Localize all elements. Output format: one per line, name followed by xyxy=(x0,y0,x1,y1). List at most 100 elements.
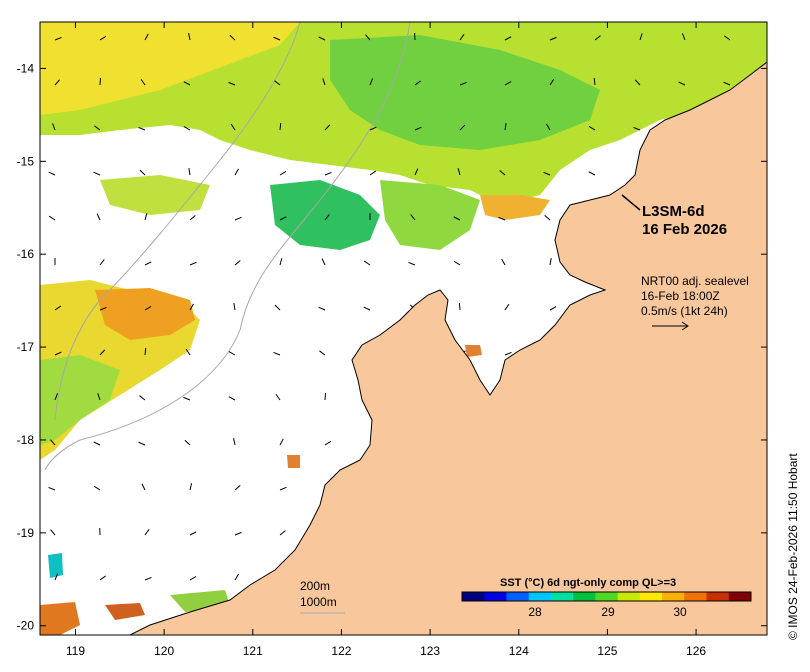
current-arrow xyxy=(504,123,507,131)
current-arrow xyxy=(189,215,196,221)
contour-legend-200m: 200m xyxy=(300,579,330,593)
copyright-text: © IMOS 24-Feb-2026 11:50 Hobart xyxy=(786,453,800,640)
colorbar-segment xyxy=(595,592,619,601)
colorbar-segment xyxy=(484,592,507,601)
current-arrow xyxy=(459,33,465,41)
current-arrow xyxy=(498,216,506,221)
sst-patch-west-green xyxy=(40,355,120,445)
current-arrow xyxy=(273,351,281,356)
current-arrow xyxy=(544,215,551,221)
colorbar-segment xyxy=(728,592,752,601)
currents-source: NRT00 adj. sealevel xyxy=(641,274,749,288)
current-arrow xyxy=(54,573,59,581)
current-arrow xyxy=(274,80,281,86)
current-arrow xyxy=(234,168,239,176)
plot-frame xyxy=(39,21,768,636)
colorbar-segment xyxy=(528,592,552,601)
bathymetry-contours xyxy=(44,22,411,471)
current-arrow xyxy=(543,171,551,176)
current-arrow xyxy=(139,395,146,401)
current-arrow xyxy=(279,258,283,266)
current-arrow xyxy=(233,438,236,446)
lon-tick-label: 124 xyxy=(509,644,529,658)
current-arrow xyxy=(188,168,191,176)
current-arrow xyxy=(50,439,56,446)
current-arrow xyxy=(678,81,686,86)
current-arrow xyxy=(274,304,281,311)
current-arrow xyxy=(144,529,150,536)
current-arrow xyxy=(188,33,191,41)
current-arrow xyxy=(453,260,461,266)
lat-tick-label: -15 xyxy=(17,154,35,168)
current-arrow xyxy=(279,122,282,131)
current-arrow xyxy=(549,78,555,86)
current-arrow xyxy=(234,531,242,536)
current-arrow xyxy=(144,33,149,41)
current-arrow xyxy=(94,125,101,131)
lon-tick-label: 121 xyxy=(243,644,263,658)
current-arrow xyxy=(139,169,146,176)
current-arrow xyxy=(318,36,326,41)
current-arrow xyxy=(414,126,422,131)
current-arrow xyxy=(189,531,197,536)
current-arrow xyxy=(234,484,241,491)
current-arrow xyxy=(144,576,152,581)
colorbar-segment xyxy=(706,592,730,601)
current-arrow xyxy=(93,485,101,491)
latitude-axis: -14 -15 -16 -17 -18 -19 -20 xyxy=(17,61,767,633)
current-arrow xyxy=(230,123,236,131)
currents-scale: 0.5m/s (1kt 24h) xyxy=(641,304,728,318)
current-arrow xyxy=(504,303,510,311)
current-arrow xyxy=(234,216,242,221)
current-arrow xyxy=(97,393,101,401)
current-arrow xyxy=(228,351,236,356)
current-arrow xyxy=(588,125,596,131)
current-arrow xyxy=(546,123,551,131)
current-arrow xyxy=(99,349,106,356)
current-arrow xyxy=(234,573,240,581)
sst-patch-north-yellow xyxy=(40,22,300,115)
colorbar-segment xyxy=(506,592,530,601)
current-arrow xyxy=(724,35,731,41)
current-arrow xyxy=(144,213,148,221)
current-arrow xyxy=(273,36,281,41)
current-arrow xyxy=(414,80,421,86)
current-arrow xyxy=(723,81,731,86)
current-arrow xyxy=(324,171,332,176)
current-arrow xyxy=(54,393,58,401)
contour-1000m xyxy=(44,22,411,471)
lat-tick-label: -18 xyxy=(17,433,35,447)
current-arrow xyxy=(459,124,466,131)
lon-tick-label: 119 xyxy=(66,644,85,658)
current-arrow xyxy=(458,302,461,311)
current-arrow xyxy=(52,123,56,131)
current-arrow xyxy=(138,441,146,446)
current-arrow xyxy=(185,348,191,356)
sst-patch-south-small xyxy=(105,603,145,620)
sst-patch-small-orange xyxy=(287,455,300,468)
lat-tick-label: -19 xyxy=(17,526,35,540)
colorbar-segment xyxy=(662,592,685,601)
sst-patch-southwest-cyan xyxy=(48,553,63,578)
lat-tick-label: -16 xyxy=(17,247,35,261)
current-arrow xyxy=(410,214,416,221)
current-arrow xyxy=(633,126,641,131)
current-arrow xyxy=(594,35,601,41)
colorbar-segment xyxy=(617,592,641,601)
contour-legend-1000m: 1000m xyxy=(300,595,337,609)
colorbar-segment xyxy=(573,592,596,601)
current-scale-arrow xyxy=(652,321,689,331)
current-arrow xyxy=(369,126,377,131)
current-arrow xyxy=(365,34,371,41)
lat-tick-label: -17 xyxy=(17,340,35,354)
current-arrow xyxy=(183,126,191,131)
current-arrow xyxy=(504,81,512,86)
current-arrow xyxy=(48,215,56,221)
current-arrow xyxy=(144,305,152,311)
product-date: 16 Feb 2026 xyxy=(642,221,727,238)
current-arrow xyxy=(275,393,281,401)
current-arrow xyxy=(549,306,557,311)
colorbar-segment xyxy=(462,592,485,601)
current-arrow xyxy=(324,440,332,446)
current-arrow xyxy=(48,171,56,176)
